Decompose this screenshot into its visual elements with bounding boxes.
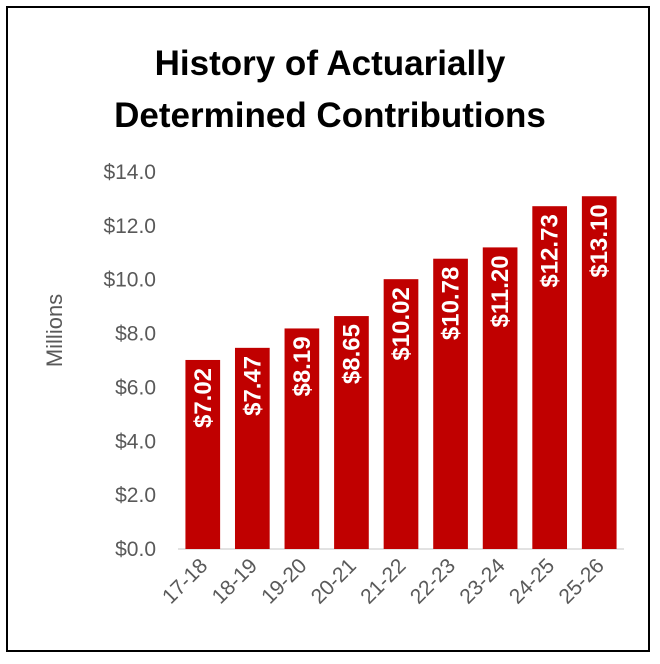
bar [581, 196, 617, 549]
data-label: $8.65 [338, 324, 365, 384]
x-tick-label: 24-25 [505, 554, 559, 608]
y-axis-label: Millions [42, 294, 67, 367]
chart-title-line-2: Determined Contributions [114, 96, 546, 135]
data-label: $8.19 [289, 336, 316, 396]
bar [383, 279, 419, 549]
x-tick-label: 20-21 [307, 554, 361, 608]
data-label: $10.78 [438, 267, 465, 340]
y-axis-ticks: $0.0 $2.0 $4.0 $6.0 $8.0 $10.0 $12.0 $14.0 [103, 161, 156, 561]
bar [433, 258, 468, 549]
bar [482, 247, 518, 549]
x-tick-label: 21-22 [356, 554, 410, 608]
y-tick-label: $12.0 [103, 215, 156, 238]
x-tick-label: 19-20 [257, 554, 311, 608]
y-tick-label: $14.0 [103, 161, 156, 184]
x-tick-label: 17-18 [158, 554, 212, 608]
bar [334, 316, 369, 549]
x-tick-label: 25-26 [555, 554, 609, 608]
x-tick-label: 22-23 [406, 554, 460, 608]
data-label: $7.02 [190, 368, 217, 428]
bar [284, 328, 320, 549]
x-axis-ticks: 17-1818-1919-2020-2121-2222-2323-2424-25… [158, 554, 609, 608]
chart-title: History of Actuarially Determined Contri… [0, 38, 660, 142]
x-tick-label: 18-19 [208, 554, 262, 608]
data-label: $11.20 [487, 255, 514, 327]
bar [234, 347, 270, 549]
data-label: $10.02 [388, 287, 415, 360]
bar [185, 359, 221, 549]
x-tick-label: 23-24 [455, 554, 509, 608]
y-tick-label: $0.0 [115, 538, 156, 561]
data-label: $12.73 [537, 214, 564, 287]
y-tick-label: $6.0 [115, 376, 156, 399]
data-labels: $7.02 $7.47 $8.19 $8.65 $10.02 $10.78 $11.20 $1… [190, 204, 613, 428]
bars [185, 196, 617, 549]
y-tick-label: $2.0 [115, 484, 156, 507]
data-label: $7.47 [239, 356, 266, 416]
y-tick-label: $4.0 [115, 430, 156, 453]
chart-title-line-1: History of Actuarially [154, 44, 506, 83]
data-label: $13.10 [586, 204, 613, 277]
bar [532, 206, 568, 549]
y-tick-label: $8.0 [115, 323, 156, 346]
y-tick-label: $10.0 [103, 269, 156, 292]
